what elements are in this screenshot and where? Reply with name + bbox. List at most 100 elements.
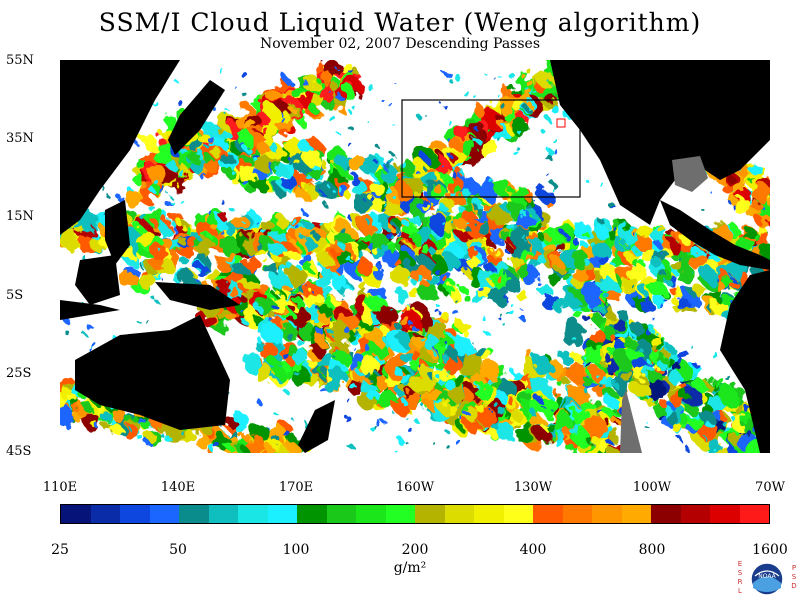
cloud-cell xyxy=(288,268,308,288)
cloud-speckle xyxy=(600,290,603,294)
cloud-cell xyxy=(520,372,531,382)
cloud-cell xyxy=(751,182,770,203)
cloud-speckle xyxy=(690,271,694,274)
cloud-speckle xyxy=(405,355,411,361)
cloud-cell xyxy=(421,280,429,289)
colorbar-segment xyxy=(120,505,150,523)
cloud-cell xyxy=(145,431,155,441)
cloud-cell xyxy=(457,320,470,333)
logo-letter: P xyxy=(792,564,796,572)
cloud-speckle xyxy=(240,141,244,146)
cloud-speckle xyxy=(710,192,714,195)
cloud-speckle xyxy=(399,439,407,447)
cloud-cell xyxy=(631,322,643,334)
colorbar-segment xyxy=(562,505,592,523)
colorbar-label-50: 50 xyxy=(169,542,187,558)
cloud-cell xyxy=(405,392,424,411)
cloud-cell xyxy=(336,249,352,266)
cloud-speckle xyxy=(328,186,332,189)
cloud-speckle xyxy=(465,412,471,418)
cloud-cell xyxy=(741,413,753,425)
cloud-speckle xyxy=(280,117,286,123)
cloud-speckle xyxy=(539,403,543,407)
cloud-cell xyxy=(270,242,286,258)
cloud-cell xyxy=(183,226,191,234)
cloud-speckle xyxy=(349,69,354,74)
cloud-speckle xyxy=(721,421,727,426)
cloud-speckle xyxy=(327,89,331,92)
cloud-cell xyxy=(197,131,208,143)
cloud-speckle xyxy=(727,287,731,290)
cloud-cell xyxy=(543,230,562,249)
colorbar-segment xyxy=(61,505,91,523)
cloud-cell xyxy=(673,262,685,273)
cloud-speckle xyxy=(137,261,142,267)
cloud-cell xyxy=(749,163,762,175)
colorbar-segment xyxy=(385,505,415,523)
cloud-speckle xyxy=(309,161,316,168)
colorbar-label-25: 25 xyxy=(51,542,69,558)
cloud-speckle xyxy=(553,184,559,190)
cloud-speckle xyxy=(562,431,565,435)
cloud-cell xyxy=(139,153,147,162)
cloud-cell xyxy=(282,163,297,178)
cloud-speckle xyxy=(296,370,299,373)
cloud-speckle xyxy=(218,198,223,203)
cloud-speckle xyxy=(541,129,546,135)
cloud-speckle xyxy=(681,308,684,311)
cloud-cell xyxy=(84,403,94,414)
cloud-cell xyxy=(291,367,312,388)
cloud-cell xyxy=(357,259,374,276)
cloud-speckle xyxy=(258,401,264,407)
cloud-speckle xyxy=(198,155,204,161)
cloud-cell xyxy=(474,200,483,209)
cloud-speckle xyxy=(443,222,447,226)
cloud-speckle xyxy=(499,131,505,136)
cloud-speckle xyxy=(462,419,467,424)
colorbar-label-800: 800 xyxy=(638,542,666,558)
cloud-speckle xyxy=(523,318,529,325)
cloud-cell xyxy=(166,159,176,170)
cloud-cell xyxy=(264,262,279,276)
cloud-speckle xyxy=(551,188,554,191)
cloud-cell xyxy=(370,181,383,194)
cloud-cell xyxy=(219,235,239,256)
cloud-speckle xyxy=(443,104,448,109)
cloud-cell xyxy=(284,247,297,260)
cloud-cell xyxy=(651,336,663,348)
cloud-cell xyxy=(308,359,318,369)
cloud-cell xyxy=(308,103,317,113)
cloud-speckle xyxy=(413,417,418,423)
cloud-speckle xyxy=(63,329,69,335)
cloud-cell xyxy=(295,161,302,167)
cloud-cell xyxy=(733,197,751,215)
cloud-speckle xyxy=(289,217,297,225)
cloud-cell xyxy=(594,224,609,239)
cloud-cell xyxy=(258,298,276,316)
cloud-cell xyxy=(311,344,324,356)
cloud-speckle xyxy=(296,339,304,347)
cloud-cell xyxy=(604,446,620,453)
cloud-cell xyxy=(478,181,497,200)
cloud-cell xyxy=(645,378,665,399)
colorbar-segment xyxy=(238,505,268,523)
cloud-cell xyxy=(145,207,166,227)
cloud-speckle xyxy=(322,193,326,198)
cloud-cell xyxy=(355,278,364,287)
cloud-speckle xyxy=(344,396,348,401)
cloud-speckle xyxy=(163,187,168,193)
cloud-cell xyxy=(492,247,499,255)
cloud-cell xyxy=(416,325,424,332)
lat-label-55n: 55N xyxy=(6,53,34,68)
cloud-speckle xyxy=(608,201,615,209)
cloud-cell xyxy=(547,361,564,378)
cloud-speckle xyxy=(104,193,109,197)
cloud-cell xyxy=(396,185,414,203)
cloud-cell xyxy=(454,125,469,140)
cloud-speckle xyxy=(586,180,590,184)
cloud-cell xyxy=(232,214,248,230)
cloud-speckle xyxy=(194,277,198,281)
cloud-cell xyxy=(562,435,569,442)
cloud-cell xyxy=(381,166,399,184)
cloud-cell xyxy=(139,193,150,203)
